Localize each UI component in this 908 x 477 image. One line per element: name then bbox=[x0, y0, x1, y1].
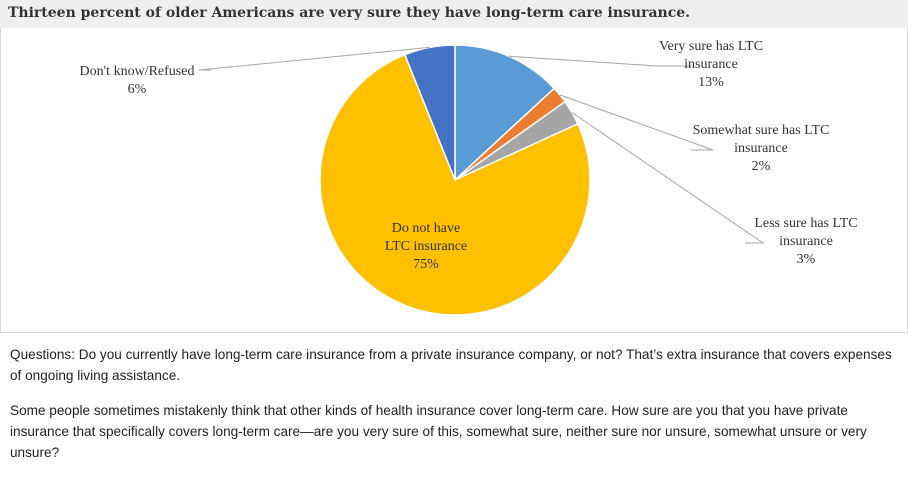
leader-line bbox=[509, 55, 691, 67]
label-do-not-have: Do not have LTC insurance 75% bbox=[384, 221, 468, 272]
chart-frame: Very sure has LTC insurance 13% Somewhat… bbox=[0, 28, 908, 333]
label-dont-know: Don't know/Refused 6% bbox=[79, 64, 195, 97]
question-2: Some people sometimes mistakenly think t… bbox=[10, 403, 867, 460]
label-very-sure: Very sure has LTC insurance 13% bbox=[658, 39, 764, 90]
leader-line bbox=[198, 46, 430, 71]
pie-chart bbox=[198, 44, 765, 316]
leader-line bbox=[571, 112, 765, 244]
question-notes: Questions: Do you currently have long-te… bbox=[10, 344, 900, 477]
slice-do-not-have bbox=[319, 53, 591, 316]
title-bar: Thirteen percent of older Americans are … bbox=[0, 0, 908, 29]
label-less-sure: Less sure has LTC insurance 3% bbox=[754, 216, 858, 267]
label-somewhat-sure: Somewhat sure has LTC insurance 2% bbox=[692, 123, 830, 174]
leader-line bbox=[559, 94, 714, 151]
chart-title: Thirteen percent of older Americans are … bbox=[8, 5, 691, 21]
question-1: Questions: Do you currently have long-te… bbox=[10, 347, 892, 383]
